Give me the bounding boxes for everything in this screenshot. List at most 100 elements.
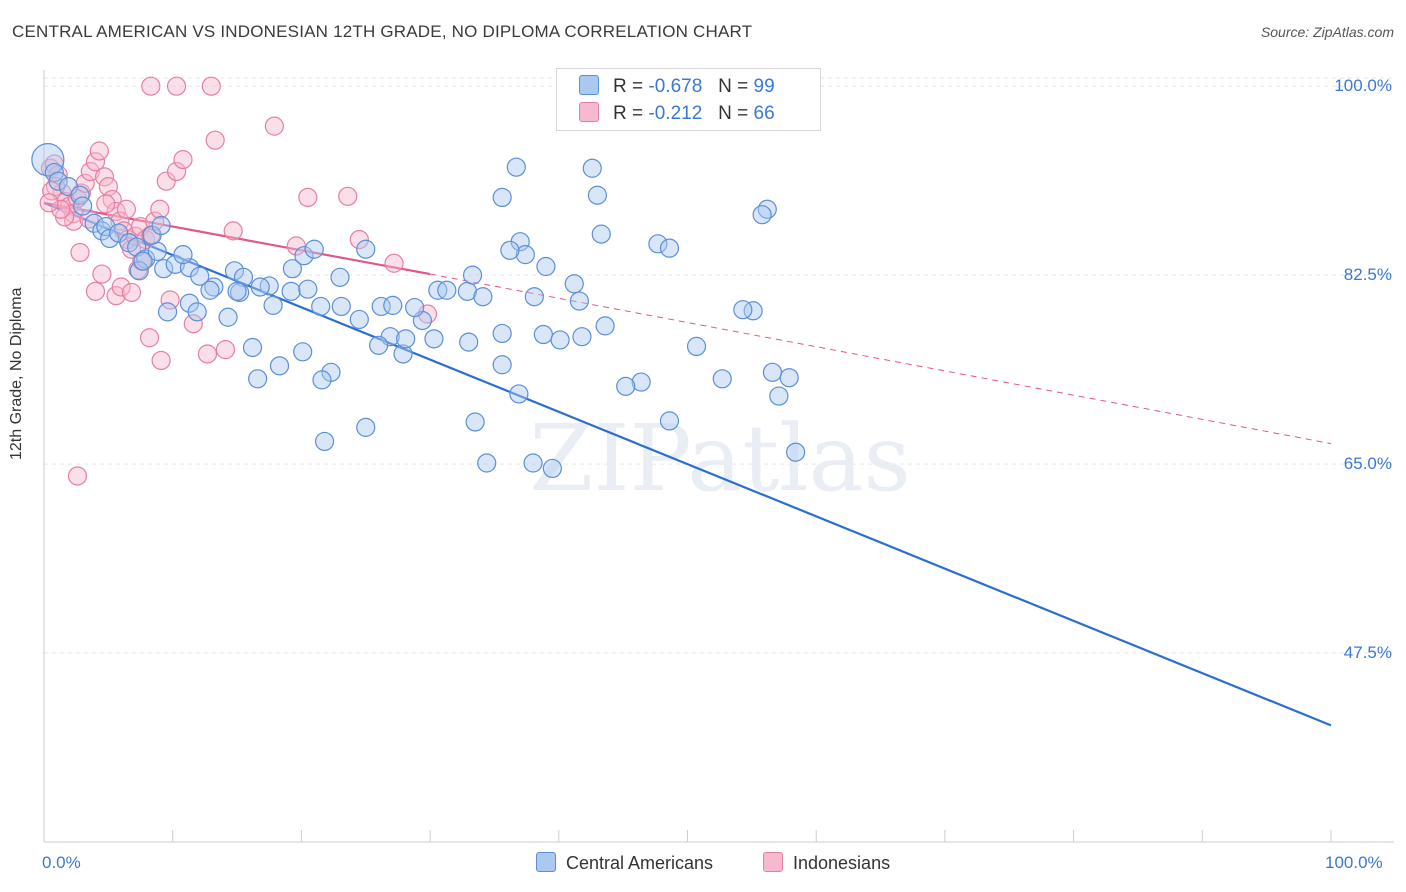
bottom-legend-indonesians: Indonesians xyxy=(763,852,890,874)
point-central-americans xyxy=(100,228,120,249)
point-central-americans xyxy=(550,330,570,350)
point-indonesians xyxy=(215,340,236,360)
point-central-americans xyxy=(712,369,732,389)
point-indonesians xyxy=(111,277,131,297)
point-central-americans xyxy=(48,171,68,191)
point-central-americans xyxy=(659,238,680,258)
legend-n-label: N = xyxy=(718,103,749,124)
point-central-americans xyxy=(757,199,777,219)
point-indonesians xyxy=(166,76,187,96)
point-indonesians xyxy=(64,211,84,231)
point-indonesians xyxy=(205,130,225,150)
point-central-americans xyxy=(473,287,493,307)
point-central-americans xyxy=(356,239,376,259)
point-central-americans xyxy=(293,342,313,362)
point-indonesians xyxy=(85,281,106,301)
point-indonesians xyxy=(151,350,171,371)
point-central-americans xyxy=(769,386,789,406)
legend-swatch-blue xyxy=(536,852,556,872)
point-central-americans xyxy=(269,356,290,376)
point-central-americans xyxy=(743,301,763,321)
point-indonesians xyxy=(156,171,176,191)
point-central-americans xyxy=(154,259,174,279)
legend-n-value: 66 xyxy=(753,103,775,124)
point-central-americans xyxy=(405,297,425,318)
point-central-americans xyxy=(330,267,350,287)
legend-r-label: R = xyxy=(613,76,644,97)
point-central-americans xyxy=(465,412,485,432)
point-indonesians xyxy=(39,193,59,213)
legend-swatch-blue xyxy=(579,75,599,95)
point-central-americans xyxy=(73,196,93,216)
point-central-americans xyxy=(109,223,129,243)
point-central-americans xyxy=(659,411,680,431)
y-tick-label: 82.5% xyxy=(1343,265,1392,285)
point-central-americans xyxy=(151,215,171,236)
point-central-americans xyxy=(524,287,544,307)
point-indonesians xyxy=(141,76,161,96)
point-central-americans xyxy=(779,368,799,388)
y-tick-label: 47.5% xyxy=(1343,643,1392,663)
point-central-americans xyxy=(542,458,562,479)
point-central-americans xyxy=(595,316,615,336)
point-indonesians xyxy=(338,186,358,206)
point-central-americans xyxy=(437,280,457,300)
point-indonesians xyxy=(94,167,115,187)
point-central-americans xyxy=(133,251,153,271)
point-indonesians xyxy=(139,328,160,348)
grid-lines xyxy=(44,77,1394,654)
trendline-central-americans xyxy=(43,201,1332,727)
point-central-americans xyxy=(294,246,314,266)
stats-legend: R = -0.678 N = 99 R = -0.212 N = 66 xyxy=(556,68,821,131)
point-central-americans xyxy=(424,329,444,349)
point-indonesians xyxy=(67,466,88,486)
x-tick-label-min: 0.0% xyxy=(42,853,81,872)
point-central-americans xyxy=(572,327,592,347)
legend-row-indonesians: R = -0.212 N = 66 xyxy=(579,102,775,126)
point-central-americans xyxy=(631,372,651,392)
point-central-americans xyxy=(129,261,149,281)
legend-r-value: -0.678 xyxy=(648,76,703,97)
point-central-americans xyxy=(515,245,535,265)
point-central-americans xyxy=(477,453,497,473)
point-central-americans xyxy=(762,362,783,382)
point-indonesians xyxy=(116,199,136,219)
point-indonesians xyxy=(298,187,318,208)
point-indonesians xyxy=(89,141,109,161)
point-central-americans xyxy=(304,239,324,259)
point-indonesians xyxy=(51,199,71,219)
point-central-americans xyxy=(536,256,556,277)
series-central-americans xyxy=(31,143,806,479)
point-indonesians xyxy=(70,242,90,263)
point-central-americans xyxy=(591,224,611,244)
point-central-americans xyxy=(733,300,753,320)
x-axis-ticks xyxy=(43,830,1332,842)
point-central-americans xyxy=(200,280,220,300)
point-indonesians xyxy=(75,173,95,193)
trendline-indonesians xyxy=(430,273,1332,445)
point-indonesians xyxy=(96,194,116,214)
point-indonesians xyxy=(166,161,187,182)
point-central-americans xyxy=(314,431,335,452)
point-central-americans xyxy=(165,254,185,274)
legend-r-label: R = xyxy=(613,103,644,124)
point-central-americans xyxy=(509,384,529,404)
x-tick-label-max: 100.0% xyxy=(1325,853,1383,872)
point-central-americans xyxy=(564,274,584,294)
point-indonesians xyxy=(85,152,106,172)
point-central-americans xyxy=(349,309,369,330)
point-central-americans xyxy=(369,335,389,355)
point-central-americans xyxy=(569,291,589,311)
point-central-americans xyxy=(227,281,247,301)
point-central-americans xyxy=(157,302,178,322)
point-central-americans xyxy=(752,205,772,225)
point-central-americans xyxy=(298,279,318,299)
legend-row-central-americans: R = -0.678 N = 99 xyxy=(579,75,775,99)
point-central-americans xyxy=(686,336,707,357)
point-central-americans xyxy=(173,245,193,265)
watermark: ZIPatlas xyxy=(529,405,910,512)
point-central-americans xyxy=(459,332,479,352)
point-central-americans xyxy=(218,307,238,327)
legend-label: Central Americans xyxy=(566,853,714,873)
